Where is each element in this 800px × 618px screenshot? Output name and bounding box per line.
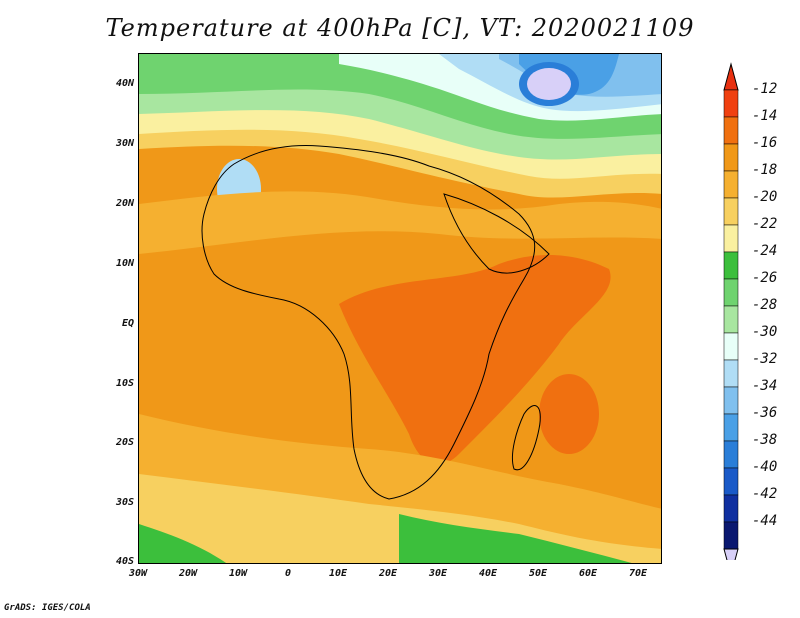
colorbar-label: -12 <box>752 81 778 97</box>
cold-core <box>527 68 571 100</box>
colorbar-label: -40 <box>752 459 778 475</box>
lon-label-70e: 70E <box>628 568 648 579</box>
colorbar-segment <box>723 143 739 172</box>
band-southwest-minus24 <box>139 524 226 563</box>
grads-credit: GrADS: IGES/COLA <box>4 603 91 613</box>
arabia-outline <box>443 193 550 274</box>
colorbar-label: -16 <box>752 135 778 151</box>
colorbar-segment <box>723 386 739 415</box>
colorbar-segment <box>723 224 739 253</box>
lon-label-0: 0 <box>284 568 292 579</box>
lat-label-20s: 20S <box>115 437 134 448</box>
colorbar-segment <box>723 278 739 307</box>
colorbar-label: -36 <box>752 405 778 421</box>
warm-core-madagascar-east <box>539 374 599 454</box>
lon-label-40e: 40E <box>478 568 498 579</box>
colorbar-label: -34 <box>752 378 778 394</box>
lon-label-30w: 30W <box>128 568 148 579</box>
colorbar-label: -18 <box>752 162 778 178</box>
colorbar-segment <box>723 521 739 550</box>
colorbar-label: -30 <box>752 324 778 340</box>
colorbar-segment <box>723 359 739 388</box>
colorbar-segment <box>723 116 739 145</box>
colorbar <box>723 62 739 560</box>
colorbar-label: -44 <box>752 513 778 529</box>
colorbar-segment <box>723 197 739 226</box>
lon-label-50e: 50E <box>528 568 548 579</box>
madagascar-outline <box>511 405 541 471</box>
africa-coastline <box>201 145 536 500</box>
temperature-field <box>139 54 661 563</box>
colorbar-segment <box>723 251 739 280</box>
lat-label-10s: 10S <box>115 378 134 389</box>
lon-label-20e: 20E <box>378 568 398 579</box>
colorbar-segment <box>723 89 739 118</box>
colorbar-segment <box>723 305 739 334</box>
lat-label-10n: 10N <box>115 258 134 269</box>
lon-label-30e: 30E <box>428 568 448 579</box>
colorbar-segment <box>723 170 739 199</box>
lon-label-60e: 60E <box>578 568 598 579</box>
colorbar-label: -22 <box>752 216 778 232</box>
colorbar-segment <box>723 413 739 442</box>
band-south-minus24 <box>399 514 632 563</box>
lat-label-30s: 30S <box>115 497 134 508</box>
colorbar-label: -42 <box>752 486 778 502</box>
lat-label-eq: EQ <box>121 318 134 329</box>
lat-label-20n: 20N <box>115 198 134 209</box>
colorbar-segment <box>723 440 739 469</box>
colorbar-bottom-arrow <box>723 548 739 560</box>
colorbar-top-arrow <box>723 62 739 91</box>
colorbar-segment <box>723 332 739 361</box>
colorbar-label: -20 <box>752 189 778 205</box>
warm-core-east-africa <box>339 254 611 465</box>
lat-label-40n: 40N <box>115 78 134 89</box>
temperature-map <box>138 53 662 564</box>
lat-label-40s: 40S <box>115 556 134 567</box>
colorbar-label: -26 <box>752 270 778 286</box>
colorbar-segment <box>723 494 739 523</box>
colorbar-label: -38 <box>752 432 778 448</box>
colorbar-label: -14 <box>752 108 778 124</box>
colorbar-segment <box>723 467 739 496</box>
colorbar-label: -32 <box>752 351 778 367</box>
map-title: Temperature at 400hPa [C], VT: 202002110… <box>105 14 695 42</box>
lon-label-10w: 10W <box>228 568 248 579</box>
lon-label-10e: 10E <box>328 568 348 579</box>
lon-label-20w: 20W <box>178 568 198 579</box>
lat-label-30n: 30N <box>115 138 134 149</box>
colorbar-label: -28 <box>752 297 778 313</box>
colorbar-label: -24 <box>752 243 778 259</box>
